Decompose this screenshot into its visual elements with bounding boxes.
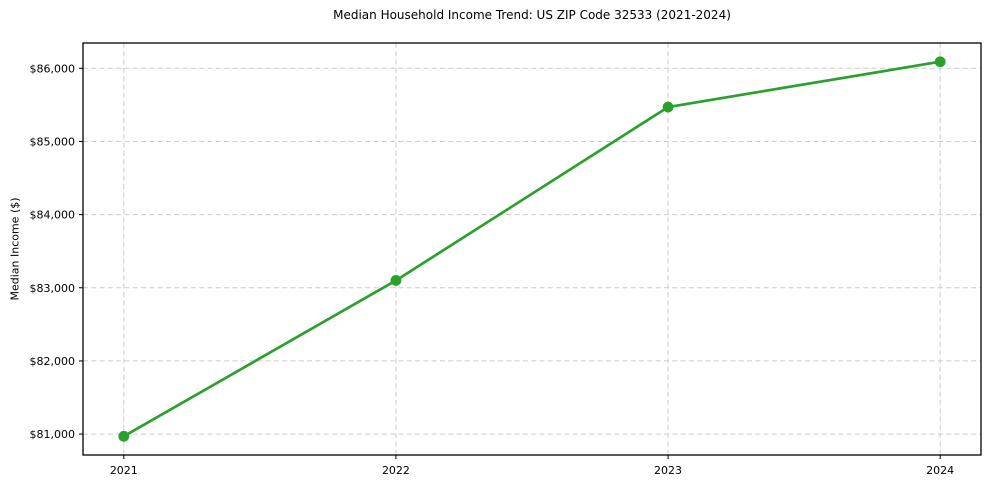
y-tick-label: $81,000	[30, 428, 76, 441]
y-tick-label: $86,000	[30, 62, 76, 75]
data-point-2021	[118, 430, 130, 442]
plot-frame	[82, 42, 982, 456]
data-point-2024	[934, 56, 946, 68]
y-tick-label: $84,000	[30, 209, 76, 222]
chart-title: Median Household Income Trend: US ZIP Co…	[333, 8, 731, 22]
x-tick-label: 2023	[654, 464, 682, 477]
x-tick-label: 2024	[926, 464, 954, 477]
y-tick-label: $83,000	[30, 282, 76, 295]
data-point-2022	[390, 275, 402, 286]
y-tick-label: $85,000	[30, 135, 76, 148]
income-trend-line	[122, 60, 942, 438]
data-point-2023	[662, 101, 674, 113]
x-tick-label: 2022	[382, 464, 410, 477]
y-tick-label: $82,000	[30, 355, 76, 368]
x-tick-label: 2021	[110, 464, 138, 477]
